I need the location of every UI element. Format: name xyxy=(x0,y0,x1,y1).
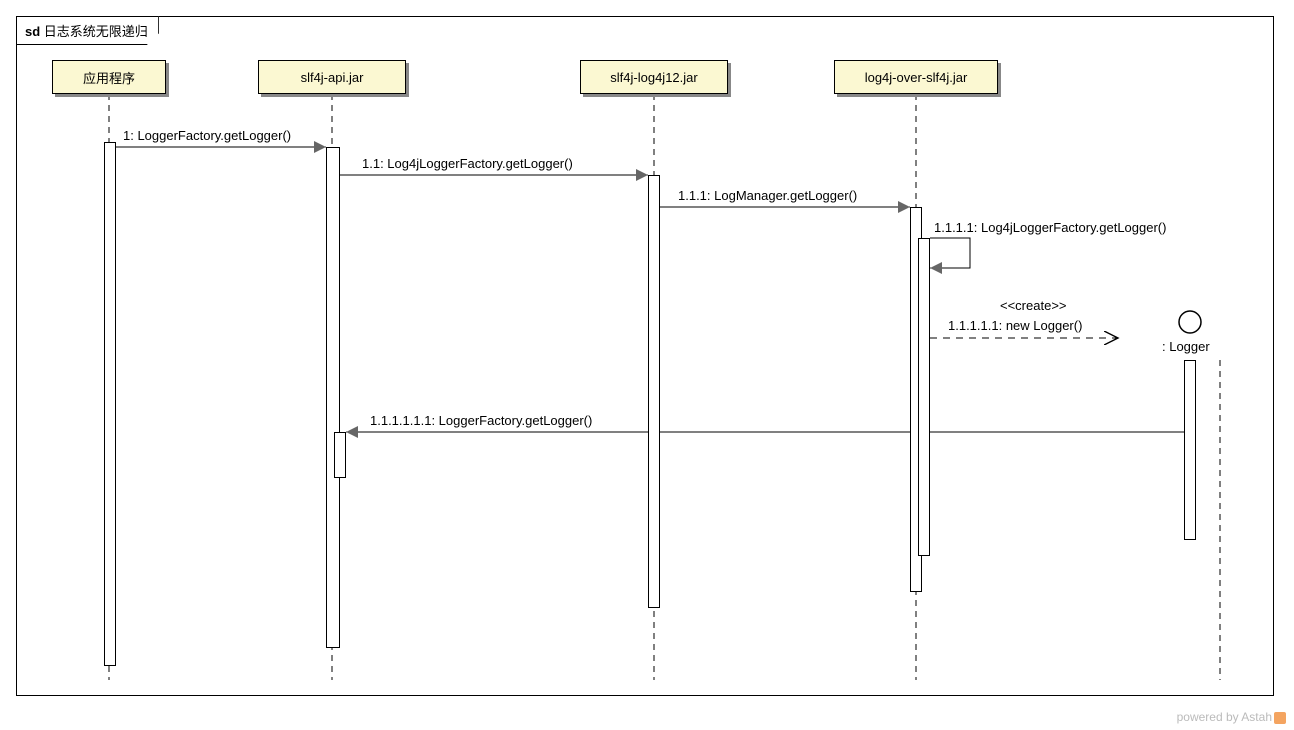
activation-slf4j xyxy=(334,432,346,478)
message-label-stereo: <<create>> xyxy=(1000,298,1067,313)
sequence-frame: sd 日志系统无限递归 xyxy=(16,16,1274,696)
message-label-m11111: 1.1.1.1.1: new Logger() xyxy=(948,318,1082,333)
frame-label: sd 日志系统无限递归 xyxy=(16,16,159,45)
message-label-m1: 1: LoggerFactory.getLogger() xyxy=(123,128,291,143)
footer-text: powered by Astah xyxy=(1177,710,1272,724)
activation-slf4j xyxy=(326,147,340,648)
astah-icon xyxy=(1274,712,1286,724)
frame-prefix: sd xyxy=(25,24,40,39)
lifeline-head-bind: slf4j-log4j12.jar xyxy=(580,60,728,94)
message-label-m111111: 1.1.1.1.1.1: LoggerFactory.getLogger() xyxy=(370,413,592,428)
activation-app xyxy=(104,142,116,666)
message-label-m11: 1.1: Log4jLoggerFactory.getLogger() xyxy=(362,156,573,171)
footer: powered by Astah xyxy=(1177,710,1286,724)
lifeline-label-logger: : Logger xyxy=(1162,339,1210,354)
lifeline-head-bridge: log4j-over-slf4j.jar xyxy=(834,60,998,94)
activation-logger xyxy=(1184,360,1196,540)
activation-bind xyxy=(648,175,660,608)
activation-bridge xyxy=(918,238,930,556)
lifeline-head-app: 应用程序 xyxy=(52,60,166,94)
frame-title: 日志系统无限递归 xyxy=(44,24,148,39)
lifeline-head-slf4j: slf4j-api.jar xyxy=(258,60,406,94)
message-label-m111: 1.1.1: LogManager.getLogger() xyxy=(678,188,857,203)
message-label-m1111: 1.1.1.1: Log4jLoggerFactory.getLogger() xyxy=(934,220,1166,235)
